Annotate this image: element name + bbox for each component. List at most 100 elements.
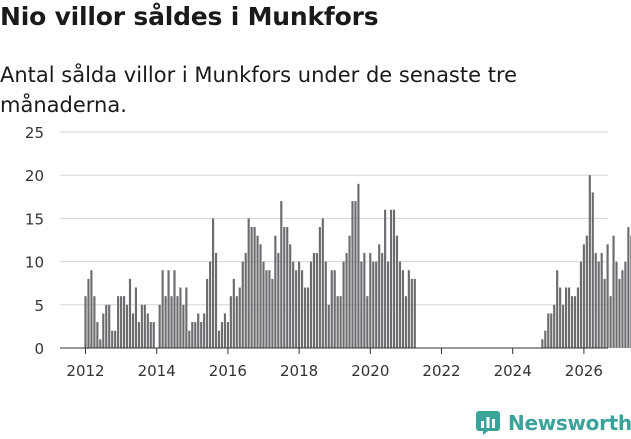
bar [179, 287, 182, 348]
bar [594, 252, 597, 348]
bar [140, 304, 143, 348]
bar [389, 209, 393, 348]
gridlines [60, 131, 608, 306]
bar [615, 261, 618, 348]
bar [395, 235, 399, 348]
bar [413, 278, 416, 348]
chart-title: Nio villor såldes i Munkfors [0, 2, 379, 31]
y-tick-label: 15 [25, 210, 44, 228]
bar [108, 304, 111, 348]
bar [369, 252, 372, 348]
bar [576, 287, 580, 348]
bar [392, 209, 396, 348]
bar [262, 261, 265, 348]
bar [105, 304, 108, 348]
bar [398, 261, 402, 348]
bar [410, 278, 413, 348]
bar [158, 304, 161, 348]
bar [96, 322, 99, 348]
bar [268, 270, 271, 348]
bar [372, 261, 375, 348]
bar [185, 287, 188, 348]
bar-chart-icon [476, 411, 500, 435]
bar [265, 270, 268, 348]
bar [194, 322, 197, 348]
bar [375, 261, 378, 348]
bar [404, 296, 407, 348]
bar [250, 227, 253, 348]
bar [247, 218, 250, 348]
bar [612, 235, 615, 348]
bar [232, 278, 235, 348]
bar [324, 261, 327, 348]
x-tick-label: 2014 [138, 362, 176, 380]
bar [312, 252, 315, 348]
bar [223, 313, 226, 348]
bar [381, 252, 384, 348]
bar [600, 252, 603, 348]
bar [556, 270, 559, 348]
bar [315, 252, 318, 348]
bar [363, 252, 366, 348]
y-tick-label: 20 [25, 167, 44, 185]
bar [588, 175, 591, 348]
x-tick-label: 2022 [422, 362, 460, 380]
bar [84, 296, 87, 348]
bar [203, 313, 206, 348]
bar [102, 313, 105, 348]
bar [114, 330, 117, 348]
bar [330, 270, 333, 348]
bar [214, 252, 218, 348]
bar [271, 278, 274, 348]
bar [211, 218, 215, 348]
bar [387, 261, 390, 348]
bar [354, 201, 357, 348]
bar [618, 278, 621, 348]
bar [274, 235, 277, 348]
bar [200, 322, 203, 348]
bar [93, 296, 96, 348]
bar [339, 296, 342, 348]
bar [173, 270, 176, 348]
bar [131, 313, 135, 348]
bar [161, 270, 164, 348]
y-tick-label: 0 [34, 340, 44, 358]
bar [348, 235, 351, 348]
bar [553, 304, 556, 348]
bar [197, 313, 200, 348]
bar [591, 192, 594, 348]
axes: 0 5 10 15 20 25 2012 2014 2016 2018 2020 2022 2024 20… [25, 124, 608, 380]
bar [152, 322, 155, 348]
bar [609, 296, 612, 348]
bar [123, 296, 126, 348]
bar [544, 330, 547, 348]
bar [303, 287, 307, 348]
x-tick-label: 2026 [565, 362, 603, 380]
bar [286, 227, 289, 348]
bar [541, 339, 544, 348]
bar [407, 270, 410, 348]
bar [570, 296, 574, 348]
x-tick-label: 2018 [280, 362, 318, 380]
bar [226, 322, 229, 348]
bar [309, 261, 313, 348]
bar [292, 261, 295, 348]
x-tick-label: 2024 [494, 362, 532, 380]
bar [99, 339, 102, 348]
bar [117, 296, 120, 348]
bar [90, 270, 93, 348]
bar [217, 330, 221, 348]
bar [351, 201, 354, 348]
bar [209, 261, 212, 348]
bar [573, 296, 577, 348]
bar [559, 287, 562, 348]
bar [378, 244, 381, 348]
bar [277, 252, 280, 348]
bar [366, 296, 369, 348]
bar [333, 270, 336, 348]
bar [259, 244, 262, 348]
bar [289, 244, 292, 348]
y-tick-label: 25 [25, 124, 44, 142]
newsworthy-logo: Newsworthy [476, 408, 631, 438]
